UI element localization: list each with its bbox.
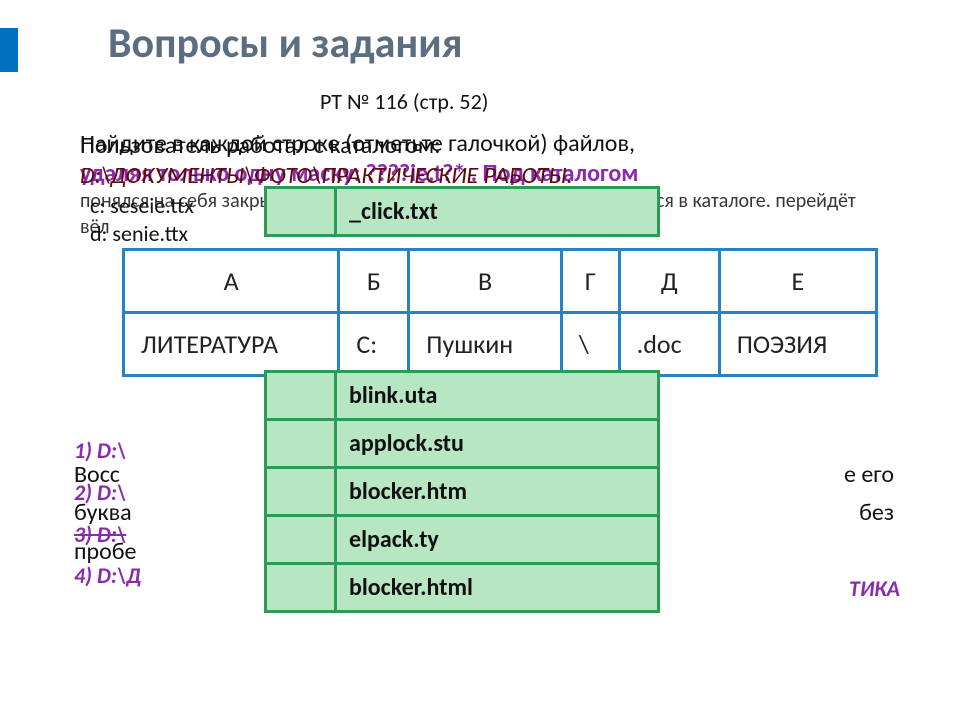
frag: Восс	[74, 456, 120, 494]
table-header-row: А Б В Г Д Е	[124, 250, 877, 313]
table-row: ЛИТЕРАТУРА C: Пушкин \ .doc ПОЭЗИЯ	[124, 313, 877, 376]
subtitle: РТ № 116 (стр. 52)	[320, 88, 488, 115]
check-cell[interactable]	[266, 188, 336, 236]
blue-table: А Б В Г Д Е ЛИТЕРАТУРА C: Пушкин \ .doc …	[122, 248, 878, 377]
accent-bar	[0, 28, 18, 72]
file-cell: _click.txt	[336, 188, 659, 236]
cell: \	[561, 313, 619, 376]
page-title: Вопросы и задания	[108, 18, 463, 69]
cell: ЛИТЕРАТУРА	[124, 313, 339, 376]
cell: .doc	[619, 313, 719, 376]
cell: ПОЭЗИЯ	[719, 313, 876, 376]
cell: C:	[339, 313, 409, 376]
col-d: Д	[619, 250, 719, 313]
col-a: А	[124, 250, 339, 313]
check-cell[interactable]	[266, 372, 336, 420]
answer-tail: ТИКА	[849, 568, 900, 610]
file-cell: blink.uta	[336, 372, 659, 420]
body-line-1b: Пользователь работал с каталогом:	[80, 130, 900, 161]
frag: буква	[74, 494, 132, 532]
file-item: c: seseie.ttx	[90, 192, 194, 220]
frag: без	[859, 494, 894, 532]
col-b: Б	[339, 250, 409, 313]
file-item: d: senie.ttx	[90, 220, 194, 248]
text: ТИКА	[849, 575, 900, 602]
table-row: _click.txt	[266, 188, 659, 236]
frag: пробе	[74, 537, 136, 566]
col-e: Е	[719, 250, 876, 313]
col-v: В	[409, 250, 562, 313]
frag: е его	[844, 456, 894, 494]
col-g: Г	[561, 250, 619, 313]
text: Пользователь работал с каталогом:	[80, 131, 441, 160]
file-list-left: c: seseie.ttx d: senie.ttx	[90, 192, 194, 247]
body-fragment: Восс е его буква без пробе	[74, 456, 894, 571]
table-row: blink.uta	[266, 372, 659, 420]
cell: Пушкин	[409, 313, 562, 376]
green-table-top: _click.txt	[264, 186, 660, 237]
